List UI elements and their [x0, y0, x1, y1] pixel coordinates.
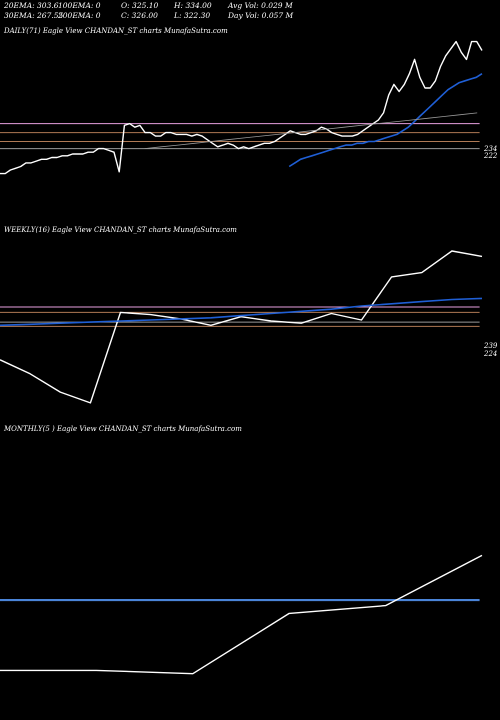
monthly-price-line: [0, 554, 483, 675]
daily-axis-label-lower: 222: [484, 152, 498, 160]
daily-price-line: [0, 40, 483, 175]
monthly-panel-title: MONTHLY(5 ) Eagle View CHANDAN_ST charts…: [4, 425, 242, 433]
stat-20ema: 20EMA: 303.6: [4, 1, 59, 10]
stat-close: C: 326.00: [121, 11, 158, 20]
stat-30ema: 30EMA: 267.55: [4, 11, 64, 20]
stats-header: 20EMA: 303.6 100EMA: 0 O: 325.10 H: 334.…: [0, 0, 500, 22]
daily-ema-gray-line: [144, 112, 478, 149]
stat-200ema: 200EMA: 0: [58, 11, 101, 20]
daily-panel-title: DAILY(71) Eagle View CHANDAN_ST charts M…: [4, 27, 228, 35]
daily-chart: [0, 40, 483, 175]
weekly-panel-title: WEEKLY(16) Eagle View CHANDAN_ST charts …: [4, 226, 237, 234]
weekly-ema-blue-line: [0, 297, 483, 327]
stat-day-vol: Day Vol: 0.057 M: [228, 11, 294, 20]
daily-ema-blue-line: [288, 73, 483, 168]
weekly-axis-label-upper: 239: [484, 342, 498, 350]
stat-low: L: 322.30: [174, 11, 211, 20]
daily-axis-label-upper: 234: [484, 145, 498, 153]
stat-open: O: 325.10: [121, 1, 159, 10]
weekly-chart: [0, 250, 483, 404]
stat-100ema: 100EMA: 0: [58, 1, 101, 10]
weekly-axis-label-lower: 224: [484, 350, 498, 358]
weekly-price-line: [0, 250, 483, 404]
stat-avg-vol: Avg Vol: 0.029 M: [228, 1, 293, 10]
monthly-chart: [0, 554, 483, 675]
stat-high: H: 334.00: [174, 1, 212, 10]
